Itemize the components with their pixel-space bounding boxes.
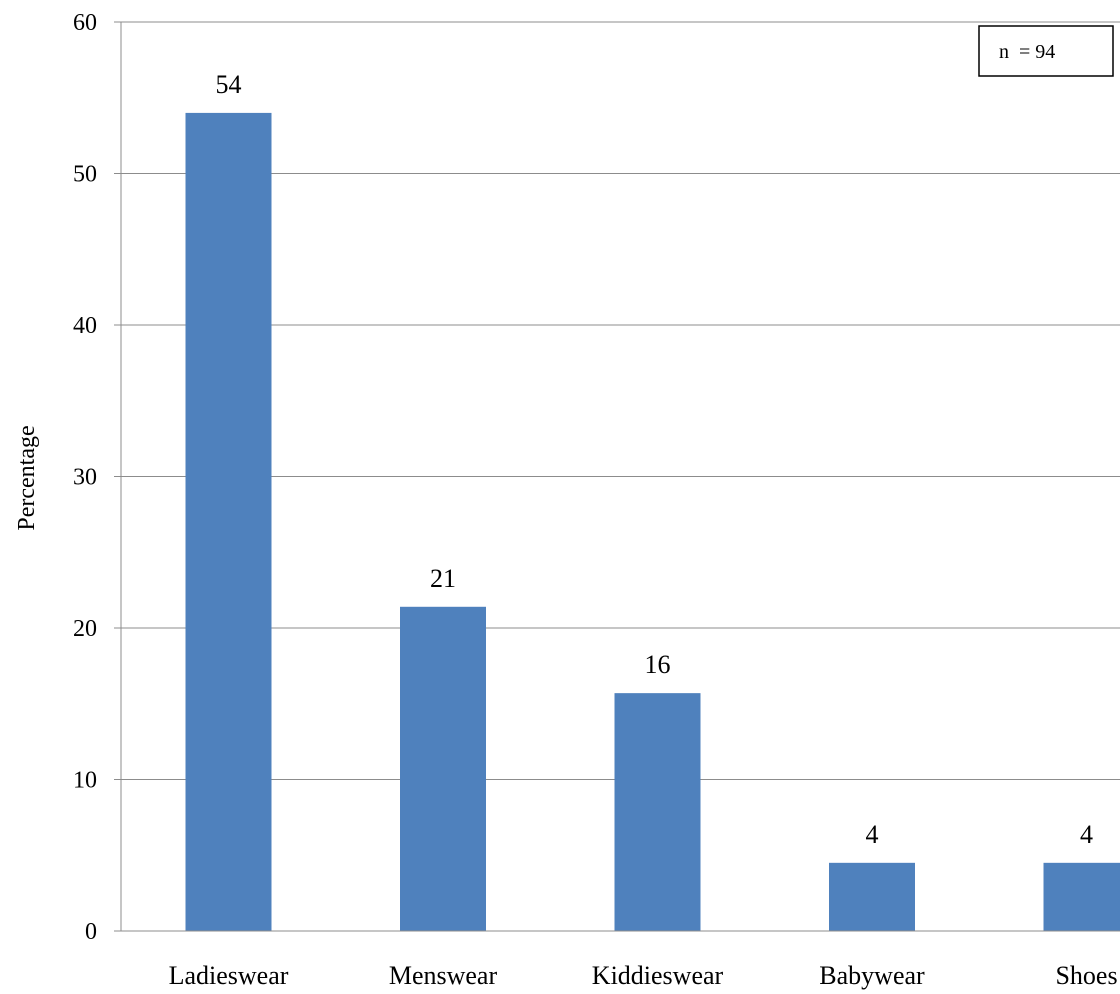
data-label: 4 [866,820,879,849]
data-label: 16 [645,650,671,679]
axes [114,21,1120,932]
bar [185,112,272,931]
y-tick-label: 20 [73,616,97,642]
y-tick-label: 10 [73,768,97,794]
y-tick-label: 0 [85,919,97,945]
data-label: 21 [430,564,456,593]
y-tick-label: 30 [73,465,97,491]
bars [185,112,1120,931]
y-tick-label: 60 [73,10,97,36]
category-label: Menswear [389,961,498,990]
bar [829,862,915,931]
category-label: Shoes [1055,961,1117,990]
category-label: Kiddieswear [592,961,724,990]
y-axis-title: Percentage [14,425,40,530]
y-tick-label: 40 [73,313,97,339]
data-label: 54 [216,70,242,99]
bar [614,693,701,931]
data-label: 4 [1080,820,1093,849]
sample-size-box: n = 94 [978,25,1114,77]
bar [400,606,486,931]
labels: 0 10 20 30 40 50 60 54 Ladieswear 21 Menswear 16 Kid… [73,10,1118,990]
sample-size-label: n = 94 [999,41,1055,63]
y-tick-label: 50 [73,162,97,188]
bar [1043,862,1120,931]
sample-size-frame [978,25,1114,77]
gridlines [121,21,1120,780]
category-label: Babywear [819,961,925,990]
category-label: Ladieswear [169,961,289,990]
